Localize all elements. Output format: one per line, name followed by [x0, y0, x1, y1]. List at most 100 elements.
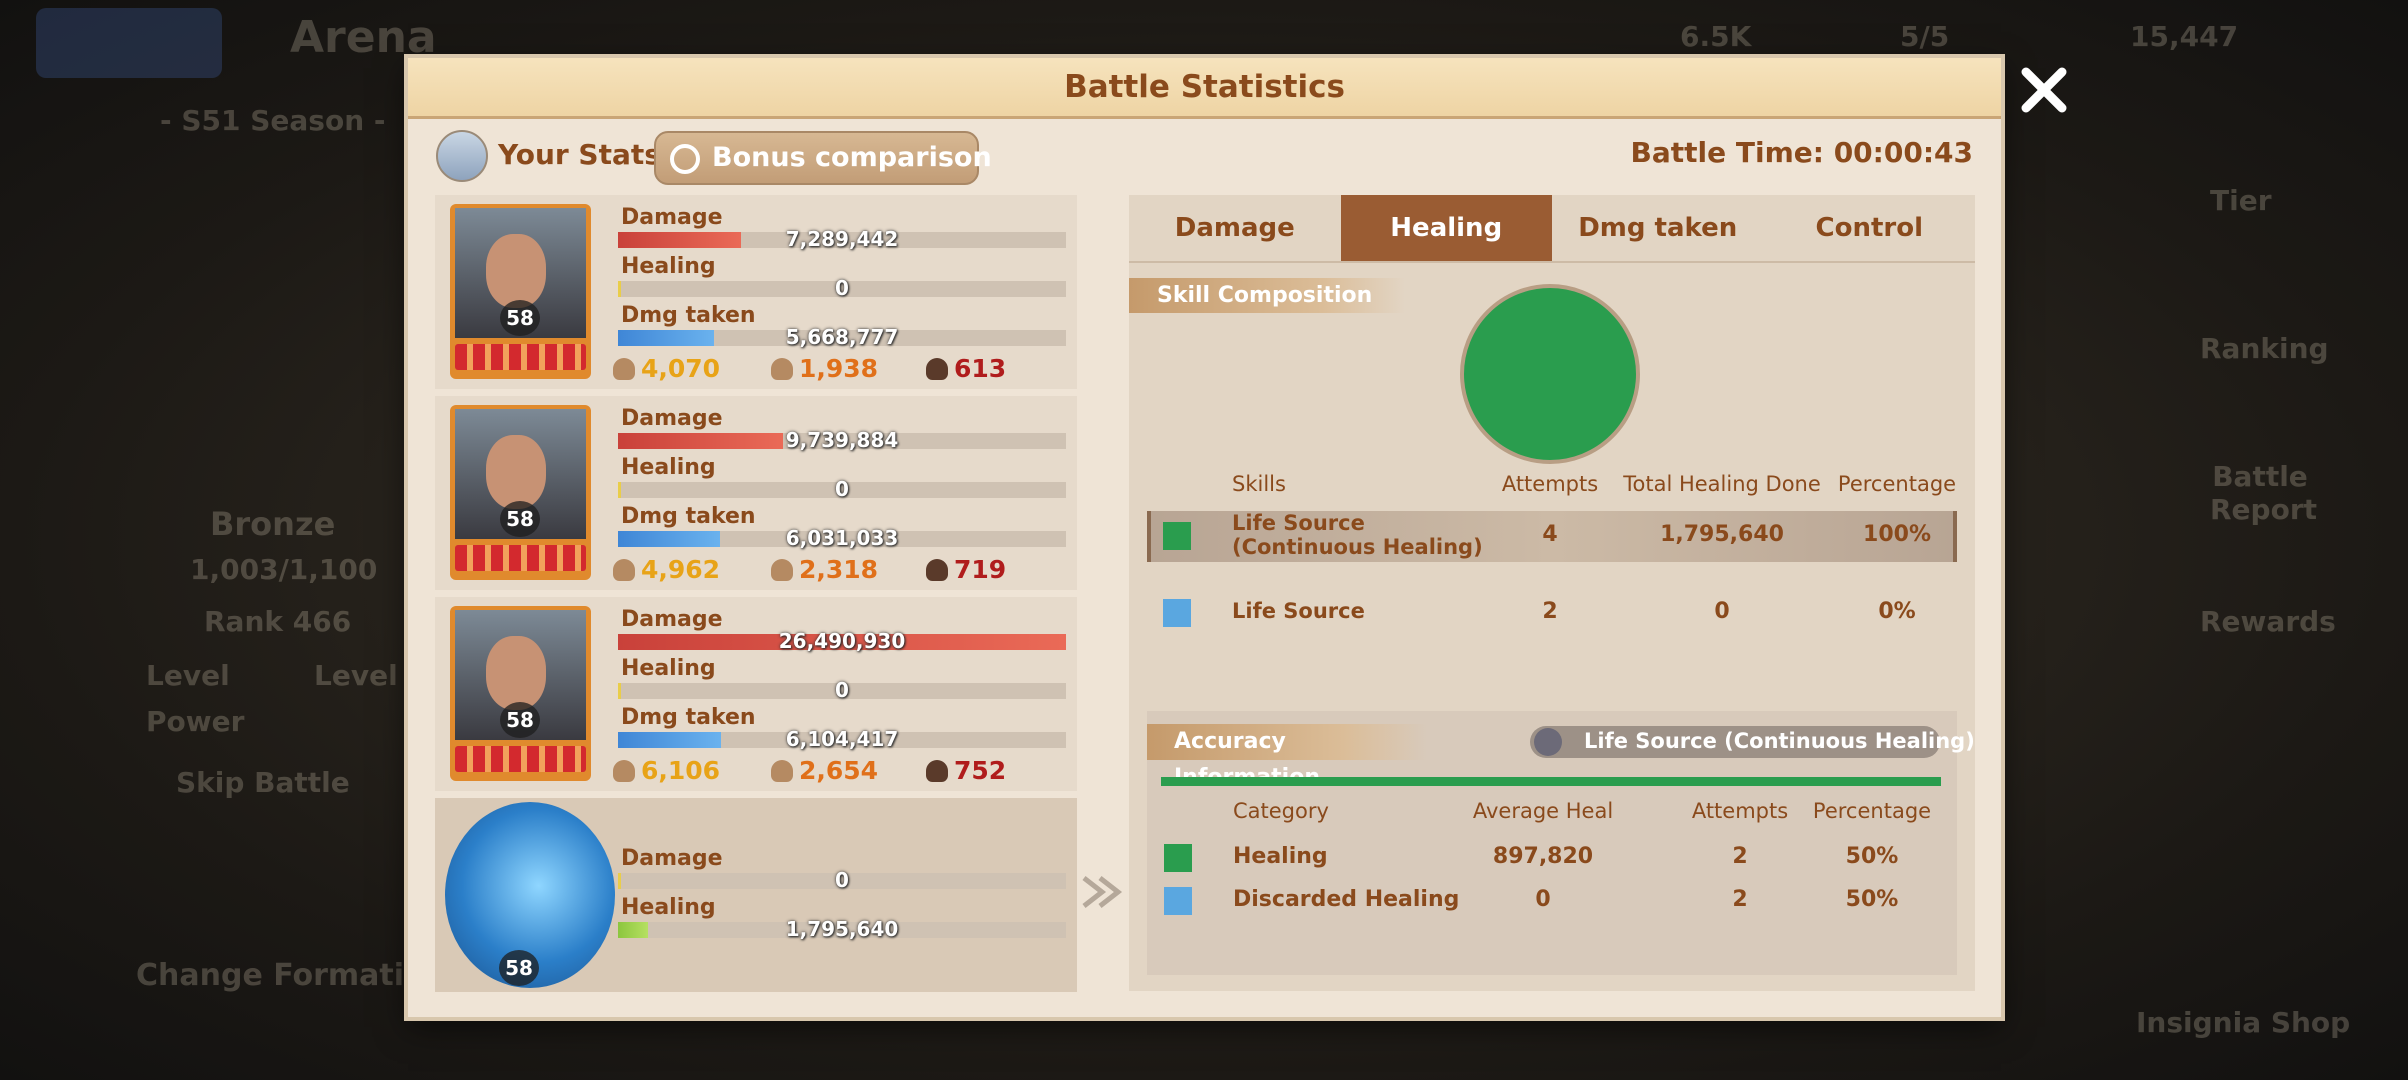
currency: 6.5K [1680, 20, 1752, 53]
bar-track [618, 482, 1066, 498]
total-value: 6,106 [641, 756, 721, 785]
hero-portrait [450, 204, 591, 379]
battle-report[interactable]: Battle Report [2210, 460, 2318, 526]
skill-cell: 100% [1863, 522, 1931, 547]
total-icon [613, 358, 635, 380]
tab[interactable]: Damage [1174, 213, 1295, 243]
total-icon [771, 358, 793, 380]
tab[interactable]: Healing [1340, 195, 1552, 261]
skill-cell: 0 [1714, 599, 1730, 624]
total-value: 613 [954, 354, 1007, 383]
skip-battle[interactable]: Skip Battle [176, 766, 350, 799]
stat-bar [618, 922, 649, 938]
tab-divider [1129, 261, 1975, 263]
accuracy-cell: 50% [1845, 887, 1899, 912]
total-icon [926, 358, 948, 380]
insignia-shop[interactable]: Insignia Shop [2136, 1006, 2351, 1039]
accuracy-header: Average Heal [1472, 799, 1614, 823]
total-icon [926, 760, 948, 782]
accuracy-cell: 897,820 [1492, 844, 1594, 869]
hero-list: 58 Damage 7,289,442 Healing 0 Dmg taken 5,668,… [435, 195, 1077, 992]
accuracy-swatch [1164, 887, 1192, 915]
hero-row: 58 Damage 7,289,442 Healing 0 Dmg taken 5,668,… [435, 195, 1077, 389]
bar-track [618, 330, 1066, 346]
level-badge: 58 [500, 702, 540, 738]
accuracy-swatch [1164, 844, 1192, 872]
accuracy-title: Accuracy Information [1147, 724, 1427, 790]
tab[interactable]: Dmg taken [1578, 213, 1738, 243]
stat-label: Dmg taken [621, 504, 756, 529]
total-value: 2,654 [799, 756, 879, 785]
bonus-comparison[interactable]: Bonus comparison [712, 142, 992, 173]
stat-label: Dmg taken [621, 705, 756, 730]
swap-icon[interactable] [436, 130, 488, 182]
stat-value: 26,490,930 [778, 629, 906, 653]
stat-value: 1,795,640 [785, 917, 899, 941]
level-badge: 58 [500, 300, 540, 336]
bar-track [618, 281, 1066, 297]
stat-value: 0 [835, 276, 849, 300]
ranking[interactable]: Ranking [2200, 332, 2329, 365]
stat-bar [618, 634, 1066, 650]
skill-cell: Life Source (Continuous Healing) [1232, 511, 1483, 559]
hero-row: 58 Damage 9,739,884 Healing 0 Dmg taken 6,031,… [435, 396, 1077, 590]
pie-slice [1460, 284, 1640, 464]
bar-track [618, 922, 1066, 938]
arrow-path [1082, 876, 1123, 908]
tab[interactable]: Control [1815, 213, 1923, 243]
next-arrow[interactable] [1080, 870, 1124, 914]
skill-cell: 0% [1878, 599, 1916, 624]
level-badge: 58 [499, 950, 539, 986]
level-badge: 58 [500, 501, 540, 537]
currency: 5/5 [1900, 20, 1950, 53]
pie-chart [1460, 284, 1640, 464]
stat-value: 5,668,777 [785, 325, 899, 349]
hero-portrait [450, 405, 591, 580]
stat-label: Damage [621, 846, 723, 871]
stat-label: Damage [621, 607, 723, 632]
stat-label: Healing [621, 895, 716, 920]
bar-track [618, 732, 1066, 748]
screen-title: Arena [290, 12, 437, 63]
hero-row: 58 Damage 26,490,930 Healing 0 Dmg taken 6,104… [435, 597, 1077, 791]
accuracy-header: Percentage [1812, 799, 1932, 823]
battle-stats-modal: Battle Statistics Your Stats Bonus compa… [408, 58, 2001, 1017]
points: 1,003/1,100 [190, 553, 378, 586]
rewards[interactable]: Rewards [2200, 605, 2336, 638]
accuracy-cell: 2 [1732, 844, 1748, 869]
season: - S51 Season - [160, 104, 386, 137]
skill-composition: Skill Composition [1129, 278, 1405, 313]
stat-bar [618, 232, 742, 248]
skills-header: Attempts [1501, 472, 1599, 496]
accuracy-skill-pill[interactable]: Life Source (Continuous Healing) [1530, 726, 1975, 758]
total-value: 4,070 [641, 354, 721, 383]
bar-stub [618, 873, 621, 889]
rank: Rank 466 [204, 605, 352, 638]
accuracy-header: Category [1233, 799, 1329, 823]
face [486, 234, 546, 308]
close-button[interactable] [2020, 66, 2068, 114]
bar-track [618, 683, 1066, 699]
stat-value: 0 [835, 678, 849, 702]
stat-value: 6,031,033 [785, 526, 899, 550]
accuracy-bar [1161, 777, 1941, 786]
stat-value: 0 [835, 868, 849, 892]
skills-header: Skills [1232, 472, 1286, 496]
face [486, 636, 546, 710]
accuracy-cell: 0 [1535, 887, 1551, 912]
total-icon [613, 760, 635, 782]
accuracy-cell: Healing [1233, 844, 1328, 869]
skills-header: Percentage [1837, 472, 1957, 496]
tier[interactable]: Tier [2210, 184, 2272, 217]
accuracy-header: Attempts [1691, 799, 1789, 823]
bonus-comparison-button[interactable]: Bonus comparison [654, 131, 992, 185]
skill-icon [1534, 728, 1562, 756]
change-formation[interactable]: Change Formation [136, 958, 447, 993]
your-stats[interactable]: Your Stats [498, 138, 661, 171]
total-value: 1,938 [799, 354, 879, 383]
stat-label: Damage [621, 205, 723, 230]
back-button[interactable] [36, 8, 222, 78]
modal-title: Battle Statistics [408, 58, 2001, 119]
selected-row [1147, 511, 1957, 562]
